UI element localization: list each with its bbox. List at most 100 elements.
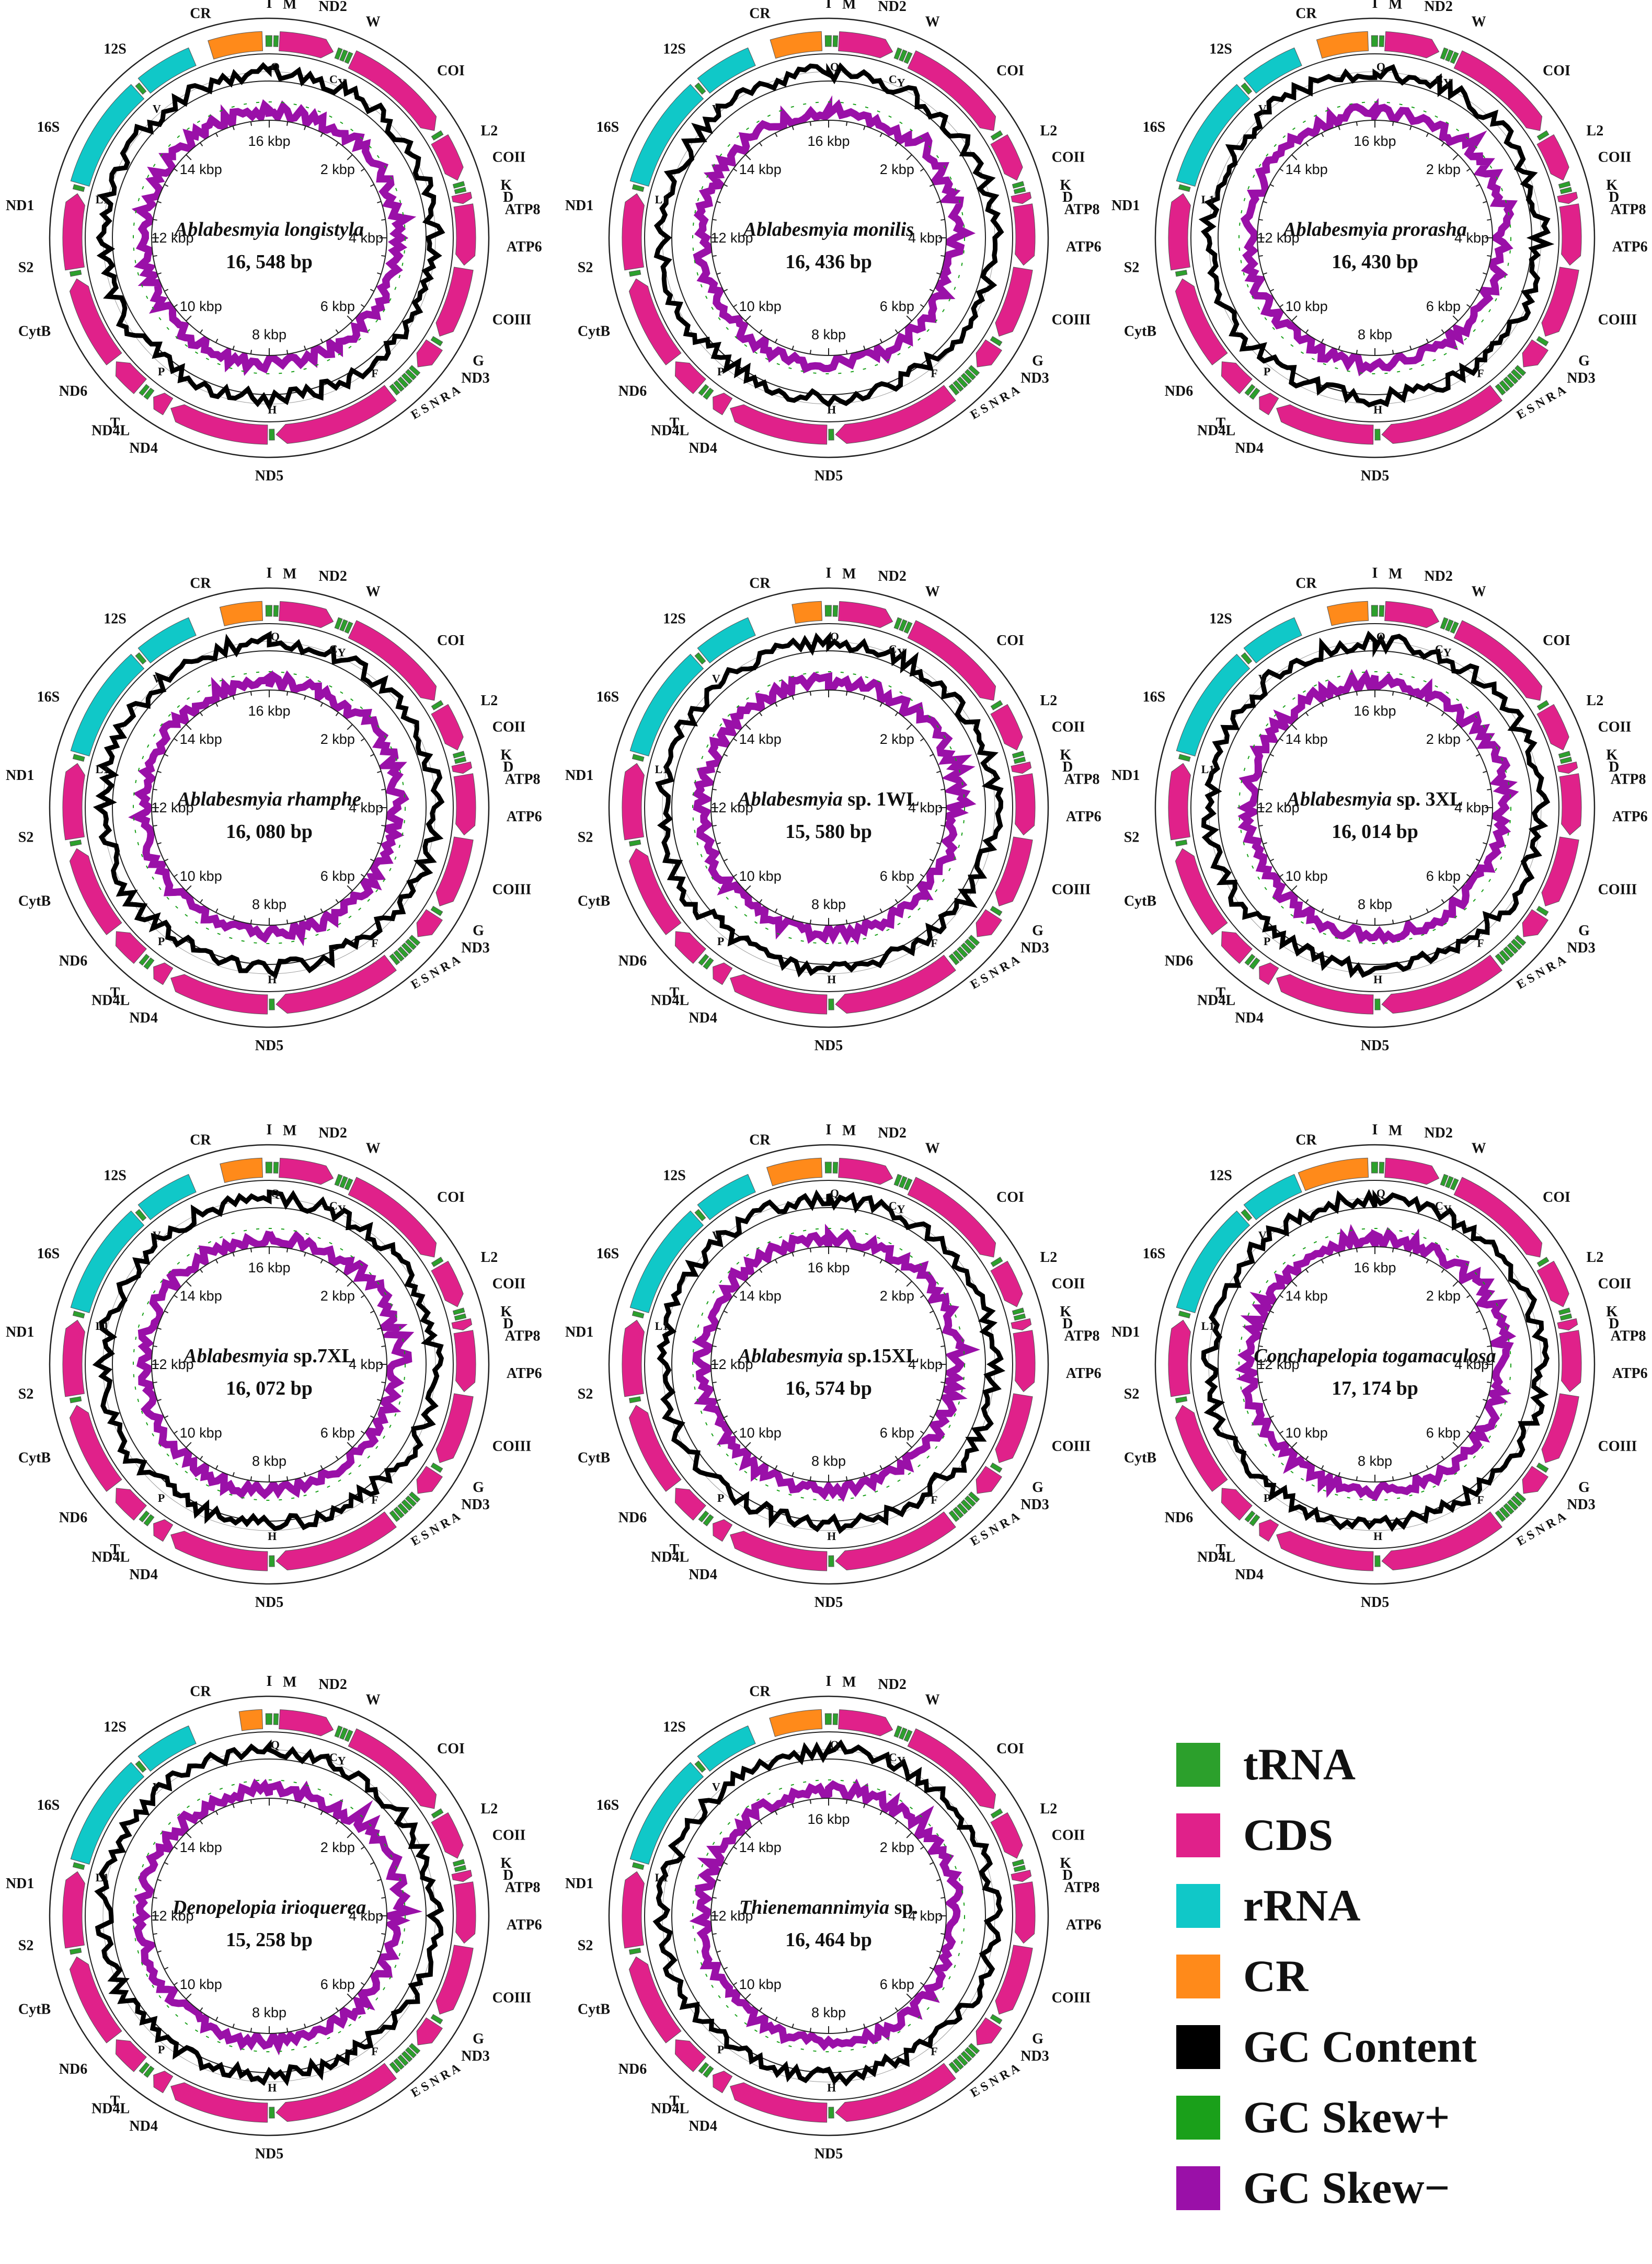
gene-label: CytB [1124, 323, 1156, 339]
segment-trna [452, 751, 465, 759]
segment-cds [170, 404, 268, 445]
gene-label: G [473, 1479, 484, 1496]
gene-label: CR [749, 1132, 771, 1148]
gc-frame-circle [671, 81, 986, 395]
gene-label: CR [190, 6, 211, 22]
scale-tick [1279, 304, 1284, 308]
genome-map-2: 16 kbp 2 kbp 4 kbp 6 kbp 8 kbp 10 kbp 12 kbp 14… [565, 0, 1102, 484]
gene-label: T [110, 1542, 120, 1558]
scale-label: 12 kbp [710, 1357, 753, 1372]
scale-tick [199, 142, 203, 147]
scale-tick [157, 1950, 162, 1953]
species-epithet: sp. 3XL [1397, 788, 1463, 810]
gene-label: W [366, 14, 381, 30]
segment-cds [713, 1519, 733, 1542]
species-epithet: sp. 1WL [847, 788, 919, 810]
scale-tick [929, 858, 934, 862]
segment-cds [1168, 763, 1191, 841]
scale-tick [304, 695, 306, 700]
gene-label: T [110, 2093, 120, 2109]
scale-tick [774, 908, 778, 913]
gene-label: 12S [1209, 1167, 1232, 1183]
scale-tick [286, 1248, 289, 1252]
inner-gene-label: V [712, 1780, 720, 1793]
segment-trna [903, 1178, 913, 1191]
scale-tick [936, 272, 941, 275]
gene-label: ND6 [618, 953, 647, 969]
segment-cds [115, 931, 147, 964]
gene-label: ND2 [878, 1125, 906, 1141]
segment-trna [694, 1209, 706, 1222]
gene-label: COII [492, 1828, 526, 1844]
scale-label: 10 kbp [180, 1425, 222, 1441]
scale-tick [1452, 724, 1459, 730]
segment-cds [674, 1488, 706, 1521]
gene-label: D [503, 189, 513, 205]
gene-label: W [366, 1140, 381, 1156]
segment-trna [430, 1462, 443, 1473]
segment-trna [1371, 1162, 1378, 1174]
scale-tick [1483, 201, 1487, 203]
segment-cds [1013, 773, 1036, 836]
scale-label: 2 kbp [880, 1840, 914, 1855]
segment-cds [976, 909, 1002, 937]
scale-label: 6 kbp [320, 1425, 355, 1441]
scale-label: 8 kbp [1358, 327, 1392, 342]
segment-trna [389, 953, 400, 966]
gc-skew-pos-track [692, 1228, 965, 1501]
scale-tick [1338, 1252, 1340, 1257]
species-name: Conchapelopia togamaculosa [1254, 1345, 1496, 1367]
gene-label: 16S [596, 689, 620, 705]
inner-gene-label: L1 [655, 1871, 669, 1884]
legend-item-gc-skew-pos: GC Skew+ [1176, 2088, 1636, 2146]
gene-label: G [1032, 2031, 1043, 2047]
scale-label: 6 kbp [320, 868, 355, 884]
scale-tick [1483, 1399, 1487, 1401]
gene-label: K [1606, 177, 1617, 193]
gene-label: CR [1295, 6, 1317, 22]
scale-tick [1263, 842, 1267, 845]
scale-tick [1483, 272, 1487, 275]
segment-cds [628, 848, 682, 935]
scale-tick [845, 1476, 848, 1481]
scale-label: 4 kbp [1454, 230, 1489, 246]
segment-trna [948, 1510, 960, 1522]
gene-label: ATP6 [1066, 239, 1102, 255]
segment-cds [431, 1812, 464, 1859]
scale-tick [809, 2028, 812, 2032]
segment-cds [279, 1709, 334, 1737]
inner-gene-label: P [158, 365, 165, 378]
gene-label: COIII [1052, 1990, 1091, 2006]
gene-label: ATP6 [1066, 1917, 1102, 1933]
gene-label: CR [749, 1684, 771, 1700]
scale-label: 2 kbp [1426, 162, 1461, 177]
scale-label: 6 kbp [1426, 298, 1461, 314]
scale-label: 14 kbp [739, 1840, 782, 1855]
scale-label: 6 kbp [1426, 1425, 1461, 1441]
gene-label: L2 [1587, 1249, 1604, 1266]
gene-label: ND4 [129, 440, 157, 456]
segment-trna [1374, 998, 1381, 1010]
segment-trna [1440, 617, 1449, 630]
scale-tick [716, 1399, 721, 1401]
segment-cds [416, 339, 443, 367]
gene-label: ND1 [565, 767, 593, 784]
species-genus: Ablabesmyia [176, 788, 287, 810]
outer-circle [608, 1144, 1049, 1585]
scale-tick [845, 1799, 848, 1804]
gene-label: S2 [578, 829, 593, 845]
segment-cds [1221, 931, 1253, 964]
inner-gene-label: H [1373, 1530, 1382, 1543]
segment-cds [713, 393, 733, 416]
scale-tick [215, 1259, 219, 1264]
scale-label: 12 kbp [710, 1908, 753, 1924]
segment-cds [995, 1945, 1033, 2015]
inner-gene-label: P [717, 2043, 724, 2056]
scale-tick [186, 885, 192, 891]
scale-label: 2 kbp [880, 162, 914, 177]
scale-tick [199, 1455, 203, 1460]
gene-label: K [1606, 1304, 1617, 1320]
gene-label: ND2 [1424, 568, 1452, 584]
gene-label: 12S [1209, 611, 1232, 627]
